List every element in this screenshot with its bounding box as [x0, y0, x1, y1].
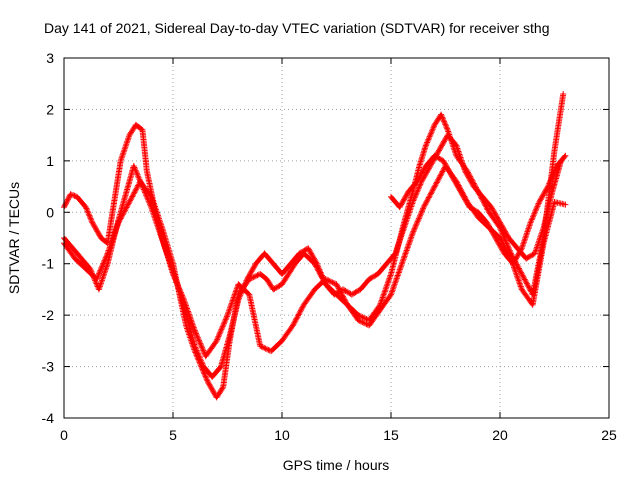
point-markers	[61, 132, 564, 380]
y-tick-label: -1	[42, 256, 55, 272]
series-track-1	[61, 91, 567, 401]
y-tick-label: 0	[46, 204, 54, 220]
x-tick-label: 15	[383, 427, 399, 443]
point-markers	[388, 152, 569, 267]
y-axis-label: SDTVAR / TECUs	[6, 182, 22, 294]
x-tick-label: 20	[492, 427, 508, 443]
y-tick-label: 2	[46, 101, 54, 117]
y-tick-label: 3	[46, 50, 54, 66]
x-axis-label: GPS time / hours	[283, 457, 390, 473]
series-track-4	[388, 152, 569, 267]
y-tick-label: 1	[46, 153, 54, 169]
x-tick-label: 5	[169, 427, 177, 443]
point-markers	[61, 91, 567, 401]
y-tick-label: -4	[42, 410, 55, 426]
y-tick-label: -3	[42, 359, 55, 375]
x-tick-labels: 0 5 10 15 20 25	[60, 427, 617, 443]
x-tick-label: 10	[274, 427, 290, 443]
series-track-2	[61, 132, 564, 380]
axis-ticks	[63, 57, 610, 419]
plot-frame	[63, 57, 610, 419]
y-tick-label: -2	[42, 307, 55, 323]
y-tick-labels: -4 -3 -2 -1 0 1 2 3	[42, 50, 55, 426]
chart-title: Day 141 of 2021, Sidereal Day-to-day VTE…	[44, 20, 550, 36]
x-tick-label: 25	[601, 427, 617, 443]
grid-lines	[64, 58, 609, 418]
x-tick-label: 0	[60, 427, 68, 443]
data-points	[61, 91, 569, 401]
